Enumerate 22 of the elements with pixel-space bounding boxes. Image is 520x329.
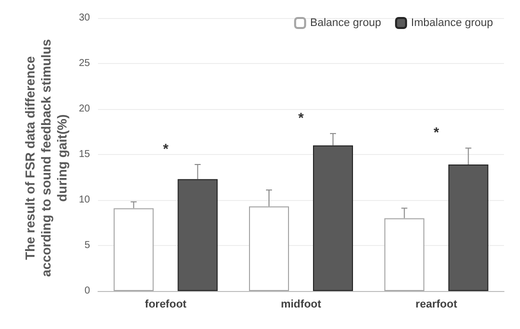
bar — [249, 206, 289, 291]
y-tick-label: 15 — [78, 149, 90, 160]
x-tick-label: forefoot — [144, 298, 187, 310]
y-tick-label: 25 — [78, 58, 90, 69]
y-axis-title: The result of FSR data difference according to sound feedback stimulus during gait(%) — [22, 39, 70, 277]
annotation: * — [434, 124, 440, 140]
y-tick-label: 5 — [84, 240, 90, 251]
x-tick-label: midfoot — [280, 298, 322, 310]
y-tick-label: 0 — [84, 286, 90, 296]
y-tick-label: 10 — [78, 194, 90, 206]
annotation: * — [298, 110, 304, 126]
y-tick-label: 20 — [78, 104, 90, 114]
annotation: * — [162, 140, 169, 157]
y-tick-label: 30 — [78, 12, 90, 24]
bar — [178, 179, 218, 291]
bar — [384, 218, 424, 291]
legend-label: Imbalance group — [411, 17, 494, 29]
bar — [448, 164, 488, 291]
legend-label: Balance group — [310, 17, 382, 29]
bar — [114, 208, 154, 291]
x-tick-label: rearfoot — [416, 298, 458, 310]
bar — [313, 145, 353, 291]
